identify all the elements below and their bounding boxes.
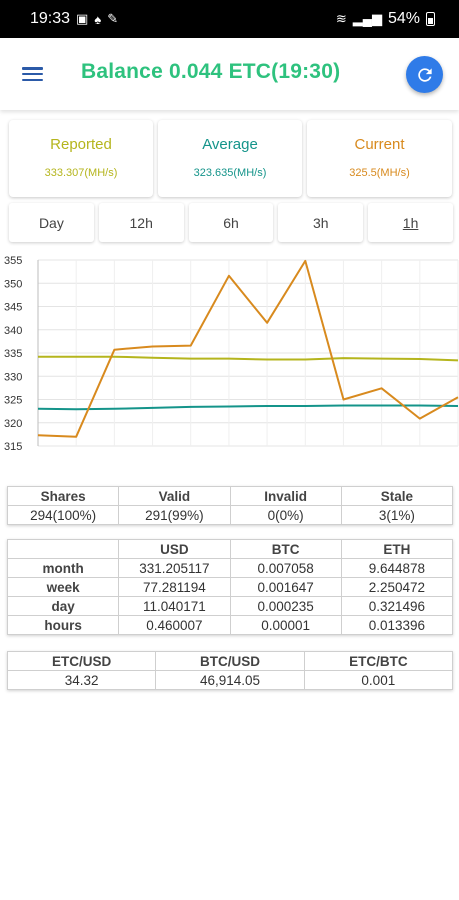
btc-header: BTC [229,539,342,559]
range-1h-button[interactable]: 1h [368,203,453,242]
eth-value: 9.644878 [340,558,454,578]
range-day-button[interactable]: Day [9,203,94,242]
range-1h-label: 1h [402,214,419,231]
stale-header: Stale [340,486,454,506]
btc-value: 0.00001 [229,615,342,635]
y-tick-label: 340 [4,325,22,337]
y-tick-label: 325 [4,395,22,407]
current-card: Current 325.5(MH/s) [307,120,452,197]
clock: 19:33 [30,10,71,27]
shares-value: 294(100%) [6,505,120,525]
y-tick-label: 350 [4,278,22,290]
row-label: hours [6,615,120,635]
btc-usd-value: 46,914.05 [155,670,305,690]
wrench-icon: ✎ [107,11,119,26]
earnings-table: USD BTC ETH month 331.205117 0.007058 9.… [6,539,454,635]
refresh-icon [417,67,432,82]
range-12h-label: 12h [129,214,153,231]
average-series-line [37,404,459,411]
table-row: hours 0.460007 0.00001 0.013396 [6,615,454,635]
table-row: month 331.205117 0.007058 9.644878 [6,558,454,578]
invalid-value: 0(0%) [229,505,342,525]
valid-value: 291(99%) [118,505,231,525]
eth-value: 2.250472 [340,577,454,597]
range-3h-label: 3h [313,214,329,231]
range-selector: Day 12h 6h 3h 1h [9,203,453,242]
wifi-icon: ≋ [335,11,347,26]
y-tick-label: 335 [4,348,22,360]
y-tick-label: 345 [4,302,22,314]
valid-header: Valid [118,486,231,506]
row-label: week [6,577,120,597]
btc-value: 0.007058 [229,558,342,578]
usd-value: 0.460007 [118,615,231,635]
etc-btc-header: ETC/BTC [303,651,454,671]
average-card: Average 323.635(MH/s) [158,120,302,197]
btc-value: 0.001647 [229,577,342,597]
shares-table: Shares Valid Invalid Stale 294(100%) 291… [6,486,454,525]
current-title: Current [354,136,405,153]
notification-icon: ♠ [94,11,102,27]
battery-percent: 54% [387,10,420,27]
eth-value: 0.321496 [340,596,454,616]
earnings-corner-header [6,539,120,559]
page-title: Balance 0.044 ETC(19:30) [81,60,341,83]
signal-icon: ▂▄▆ [352,11,382,26]
table-row: week 77.281194 0.001647 2.250472 [6,577,454,597]
range-6h-label: 6h [223,214,239,231]
usd-header: USD [118,539,231,559]
range-day-label: Day [38,214,64,231]
usd-value: 331.205117 [118,558,231,578]
eth-value: 0.013396 [340,615,454,635]
row-label: month [6,558,120,578]
current-value: 325.5(MH/s) [349,167,410,179]
stale-value: 3(1%) [340,505,454,525]
average-value: 323.635(MH/s) [193,167,267,179]
range-12h-button[interactable]: 12h [98,203,184,242]
invalid-header: Invalid [229,486,342,506]
rates-table: ETC/USD BTC/USD ETC/BTC 34.32 46,914.05 … [6,651,454,690]
average-title: Average [202,136,258,153]
btc-usd-header: BTC/USD [155,651,305,671]
y-tick-label: 355 [4,255,22,267]
range-3h-button[interactable]: 3h [278,203,364,242]
etc-usd-value: 34.32 [6,670,157,690]
y-tick-label: 315 [4,441,22,450]
eth-header: ETH [340,539,454,559]
etc-btc-value: 0.001 [303,670,454,690]
app-bar: Balance 0.044 ETC(19:30) [0,38,459,110]
usd-value: 11.040171 [118,596,231,616]
current-series-line [37,259,459,438]
btc-value: 0.000235 [229,596,342,616]
status-bar: 19:33 ▣ ♠ ✎ ≋ ▂▄▆ 54% [0,0,459,38]
refresh-button[interactable] [406,56,443,93]
gallery-icon: ▣ [76,11,89,26]
hashrate-chart: 355 350 345 340 335 330 325 320 315 [4,255,459,450]
shares-header: Shares [6,486,120,506]
range-6h-button[interactable]: 6h [188,203,274,242]
reported-card: Reported 333.307(MH/s) [9,120,153,197]
usd-value: 77.281194 [118,577,231,597]
menu-icon[interactable] [22,67,43,81]
reported-series-line [38,355,459,362]
reported-value: 333.307(MH/s) [44,167,118,179]
row-label: day [6,596,120,616]
table-row: day 11.040171 0.000235 0.321496 [6,596,454,616]
y-tick-label: 320 [4,418,22,430]
y-tick-label: 330 [4,371,22,383]
battery-icon [426,12,435,26]
reported-title: Reported [50,136,112,153]
etc-usd-header: ETC/USD [6,651,157,671]
